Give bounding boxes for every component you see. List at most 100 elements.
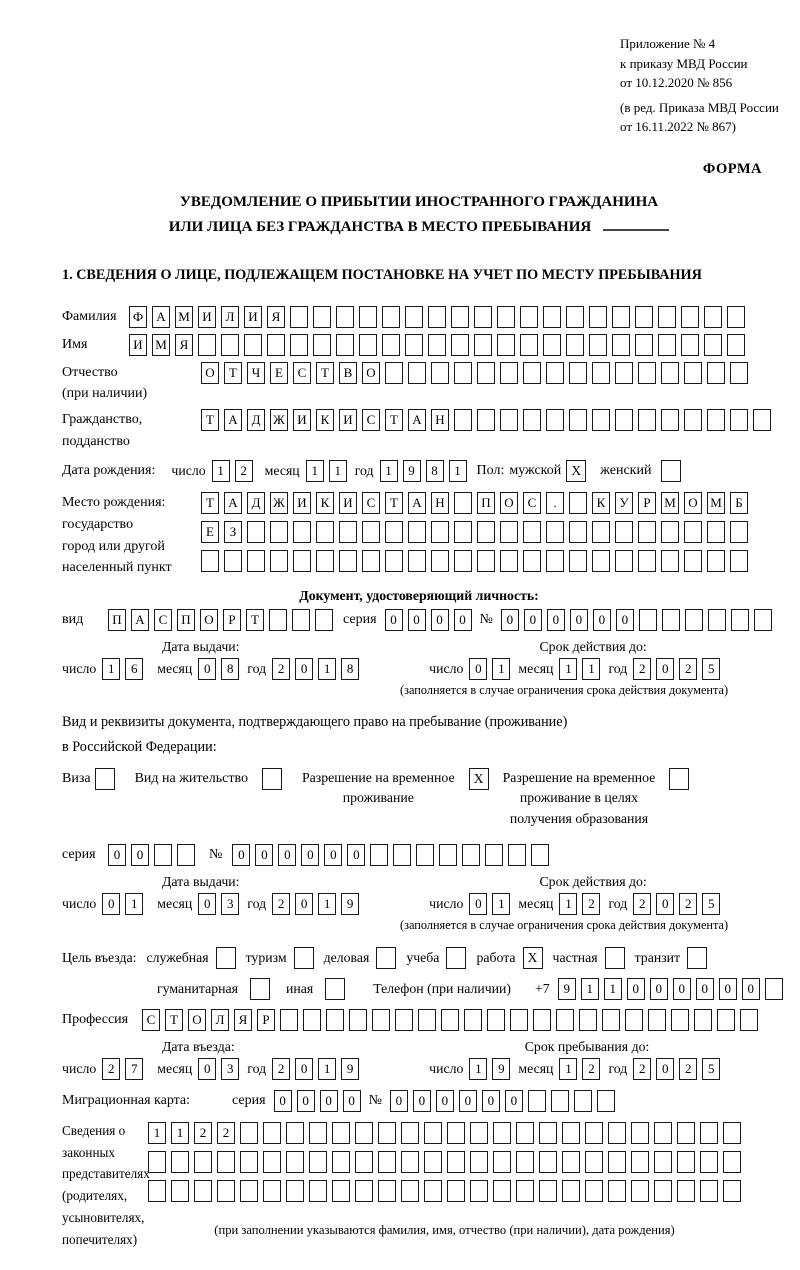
char-cell[interactable] — [566, 305, 584, 328]
char-cell[interactable]: 1 — [328, 460, 347, 483]
char-cell[interactable]: А — [224, 492, 242, 515]
char-cell[interactable] — [730, 361, 748, 384]
char-cell[interactable] — [700, 1179, 718, 1202]
char-cell[interactable] — [315, 609, 333, 631]
char-cell[interactable] — [523, 408, 541, 431]
char-cell[interactable]: 0 — [500, 609, 519, 631]
char-cell[interactable] — [385, 521, 403, 544]
char-cell[interactable] — [500, 408, 518, 431]
char-cell[interactable] — [382, 305, 400, 328]
char-cell[interactable]: У — [615, 492, 633, 515]
char-cell[interactable] — [477, 361, 495, 384]
char-cell[interactable] — [378, 1179, 396, 1202]
char-cell[interactable] — [454, 492, 472, 515]
option-visa-checkbox[interactable] — [94, 767, 115, 790]
char-cell[interactable] — [477, 521, 495, 544]
char-cell[interactable] — [263, 1179, 281, 1202]
char-cell[interactable]: П — [108, 609, 126, 631]
char-cell[interactable] — [592, 361, 610, 384]
char-cell[interactable] — [470, 1121, 488, 1144]
char-cell[interactable] — [608, 1179, 626, 1202]
char-cell[interactable] — [717, 1008, 735, 1031]
char-cell[interactable] — [539, 1179, 557, 1202]
char-cell[interactable] — [546, 361, 564, 384]
char-cell[interactable] — [332, 1150, 350, 1173]
char-cell[interactable] — [638, 521, 656, 544]
char-cell[interactable]: 0 — [435, 1089, 454, 1112]
char-cell[interactable] — [730, 609, 749, 631]
char-cell[interactable] — [638, 609, 657, 631]
char-cell[interactable] — [612, 305, 630, 328]
char-cell[interactable]: 1 — [559, 658, 578, 680]
char-cell[interactable]: 1 — [582, 658, 601, 680]
char-cell[interactable]: 0 — [504, 1089, 523, 1112]
char-cell[interactable]: 1 — [318, 892, 337, 915]
char-cell[interactable] — [615, 361, 633, 384]
char-cell[interactable] — [293, 521, 311, 544]
char-cell[interactable]: 1 — [469, 1057, 488, 1080]
char-cell[interactable]: 0 — [649, 977, 668, 1000]
char-cell[interactable] — [589, 333, 607, 356]
char-cell[interactable] — [217, 1150, 235, 1173]
char-cell[interactable]: Т — [385, 492, 403, 515]
char-cell[interactable]: 0 — [695, 977, 714, 1000]
char-cell[interactable] — [372, 1008, 390, 1031]
char-cell[interactable] — [240, 1121, 258, 1144]
char-cell[interactable] — [523, 521, 541, 544]
char-cell[interactable]: 0 — [198, 1057, 217, 1080]
char-cell[interactable]: 1 — [125, 892, 144, 915]
char-cell[interactable] — [730, 408, 748, 431]
char-cell[interactable] — [309, 1179, 327, 1202]
char-cell[interactable] — [707, 408, 725, 431]
char-cell[interactable]: Р — [257, 1008, 275, 1031]
char-cell[interactable] — [615, 408, 633, 431]
char-cell[interactable] — [313, 305, 331, 328]
char-cell[interactable]: А — [224, 408, 242, 431]
char-cell[interactable]: Д — [247, 492, 265, 515]
char-cell[interactable]: Б — [730, 492, 748, 515]
char-cell[interactable]: Ж — [270, 408, 288, 431]
char-cell[interactable]: 5 — [702, 892, 721, 915]
char-cell[interactable]: 9 — [341, 892, 360, 915]
char-cell[interactable]: 1 — [318, 658, 337, 680]
char-cell[interactable] — [270, 550, 288, 573]
char-cell[interactable]: 0 — [232, 843, 251, 866]
char-cell[interactable] — [290, 305, 308, 328]
char-cell[interactable] — [707, 609, 726, 631]
char-cell[interactable] — [454, 550, 472, 573]
char-cell[interactable] — [451, 305, 469, 328]
char-cell[interactable]: Ф — [129, 305, 147, 328]
char-cell[interactable]: 0 — [319, 1089, 338, 1112]
char-cell[interactable]: В — [339, 361, 357, 384]
char-cell[interactable] — [447, 1150, 465, 1173]
char-cell[interactable] — [316, 521, 334, 544]
char-cell[interactable]: С — [362, 408, 380, 431]
purpose-study-checkbox[interactable] — [446, 946, 467, 969]
char-cell[interactable]: . — [546, 492, 564, 515]
char-cell[interactable]: 3 — [221, 1057, 240, 1080]
char-cell[interactable] — [730, 521, 748, 544]
char-cell[interactable] — [224, 550, 242, 573]
char-cell[interactable] — [648, 1008, 666, 1031]
char-cell[interactable] — [677, 1121, 695, 1144]
char-cell[interactable]: 3 — [221, 892, 240, 915]
char-cell[interactable] — [638, 361, 656, 384]
char-cell[interactable]: С — [154, 609, 172, 631]
char-cell[interactable] — [661, 521, 679, 544]
char-cell[interactable]: О — [188, 1008, 206, 1031]
char-cell[interactable]: 0 — [430, 609, 449, 631]
char-cell[interactable]: 0 — [615, 609, 634, 631]
char-cell[interactable] — [684, 408, 702, 431]
char-cell[interactable] — [569, 492, 587, 515]
char-cell[interactable] — [500, 521, 518, 544]
char-cell[interactable] — [217, 1179, 235, 1202]
char-cell[interactable]: И — [339, 408, 357, 431]
char-cell[interactable]: 2 — [679, 1057, 698, 1080]
char-cell[interactable] — [592, 550, 610, 573]
char-cell[interactable]: О — [200, 609, 218, 631]
char-cell[interactable] — [198, 333, 216, 356]
char-cell[interactable] — [332, 1179, 350, 1202]
char-cell[interactable]: 0 — [273, 1089, 292, 1112]
char-cell[interactable]: 1 — [492, 892, 511, 915]
char-cell[interactable] — [723, 1121, 741, 1144]
